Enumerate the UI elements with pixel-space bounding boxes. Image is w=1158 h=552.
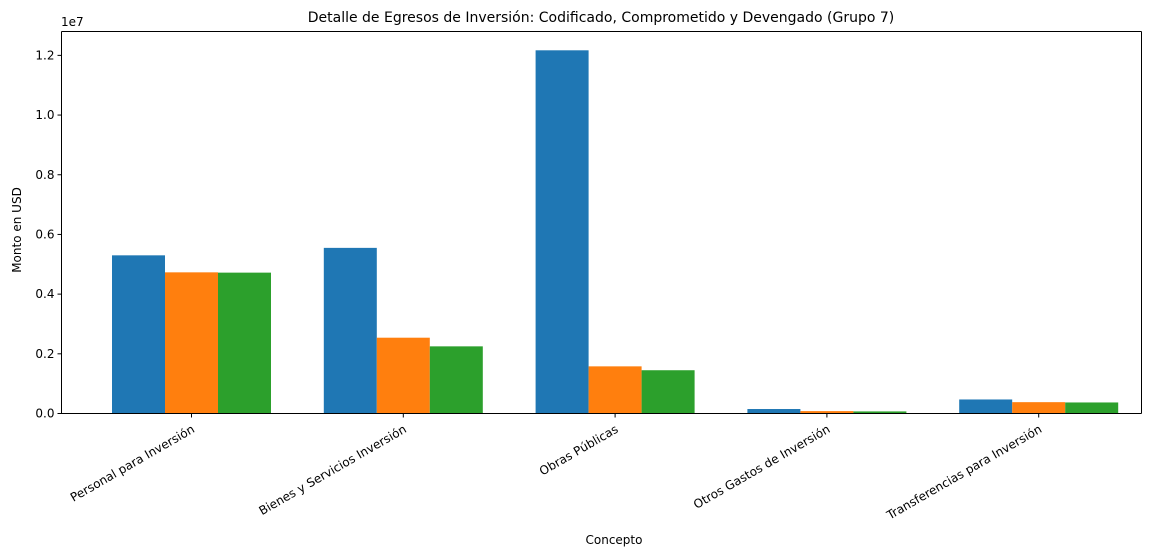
- x-axis-label: Concepto: [586, 533, 643, 547]
- y-tick-label: 0.2: [35, 347, 54, 361]
- bar: [641, 370, 695, 414]
- y-offset-label: 1e7: [61, 15, 84, 29]
- x-tick-label: Bienes y Servicios Inversión: [257, 422, 409, 518]
- x-tick-label: Transferencias para Inversión: [883, 422, 1044, 523]
- x-axis: Personal para Inversión Bienes y Servicio…: [68, 413, 1044, 523]
- bar: [588, 366, 642, 414]
- x-tick-label: Personal para Inversión: [68, 422, 197, 505]
- bar: [747, 409, 801, 414]
- y-axis-label: Monto en USD: [10, 187, 24, 273]
- bars-group: [112, 50, 1119, 414]
- bar: [1012, 402, 1066, 414]
- bar: [1065, 402, 1119, 414]
- bar: [376, 337, 430, 414]
- bar: [429, 346, 483, 414]
- y-tick-label: 0.0: [35, 407, 54, 421]
- y-tick-label: 1.2: [35, 48, 54, 62]
- bar: [535, 50, 589, 414]
- y-axis: 0.0 0.2 0.4 0.6 0.8 1.0 1.2: [35, 48, 62, 421]
- bar: [853, 411, 907, 414]
- x-tick-label: Otros Gastos de Inversión: [691, 422, 832, 512]
- bar: [323, 247, 377, 414]
- bar: [112, 255, 165, 414]
- y-tick-label: 1.0: [35, 108, 54, 122]
- y-tick-label: 0.8: [35, 168, 54, 182]
- chart-title: Detalle de Egresos de Inversión: Codific…: [308, 10, 895, 26]
- x-tick-label: Obras Públicas: [537, 422, 621, 478]
- bar: [218, 272, 271, 414]
- bar: [800, 411, 854, 414]
- bar: [165, 272, 218, 414]
- y-tick-label: 0.4: [35, 287, 54, 301]
- y-tick-label: 0.6: [35, 227, 54, 241]
- bar: [959, 399, 1013, 414]
